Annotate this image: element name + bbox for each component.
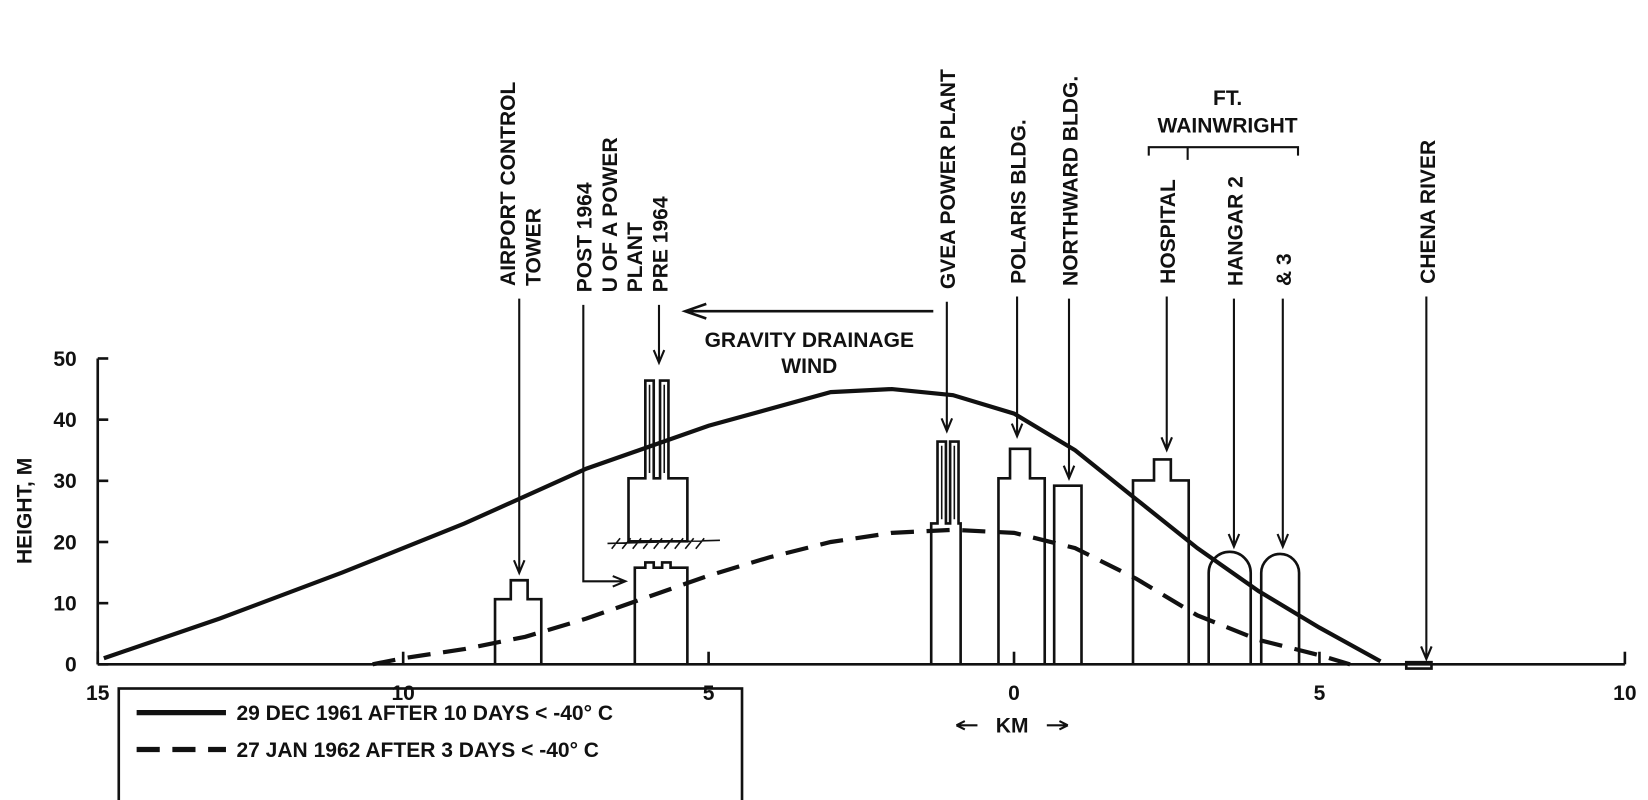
wind-arrow	[681, 302, 934, 320]
annotation-arrow	[1160, 296, 1173, 453]
annotation-arrow	[1227, 298, 1241, 550]
annotation-label: TOWER	[522, 208, 545, 286]
annotation-label: POLARIS BLDG.	[1007, 119, 1030, 284]
legend	[117, 687, 744, 800]
y-tick-label: 0	[65, 654, 77, 677]
group-label: FT.	[1213, 87, 1242, 110]
annotation-arrow	[1010, 296, 1024, 439]
x-tick-label: 5	[1314, 682, 1326, 705]
annotation-label: AIRPORT CONTROL	[497, 81, 520, 285]
wind-label: WIND	[781, 355, 837, 378]
annotation-arrow	[1420, 296, 1433, 662]
y-tick-label: 50	[53, 348, 76, 371]
annotation-label: & 3	[1273, 253, 1296, 286]
annotation-arrow	[652, 304, 666, 366]
x-tick-label: 15	[86, 682, 110, 705]
annotation-arrow	[513, 298, 526, 576]
annotation-label: GVEA POWER PLANT	[937, 69, 960, 289]
annotation-label: PLANT	[624, 222, 647, 292]
bracket	[1147, 146, 1300, 160]
annotation-label: CHENA RIVER	[1417, 140, 1440, 284]
y-axis-label: HEIGHT, M	[14, 458, 37, 564]
post-1964-arrow	[582, 304, 629, 588]
series-line	[103, 386, 1382, 664]
annotation-label: POST 1964	[574, 182, 597, 292]
annotation-label: U OF A POWER	[599, 137, 622, 292]
x-tick-label: 10	[1613, 682, 1636, 705]
y-tick-label: 40	[53, 409, 76, 432]
annotation-label: HANGAR 2	[1224, 176, 1247, 286]
x-tick-label: 0	[1008, 682, 1020, 705]
annotation-arrow	[1062, 298, 1076, 482]
annotation-label: HOSPITAL	[1157, 179, 1180, 284]
y-tick-label: 20	[53, 531, 76, 554]
y-tick-label: 30	[53, 470, 76, 493]
x-axis-label: KM	[996, 715, 1029, 738]
annotation-label: NORTHWARD BLDG.	[1059, 76, 1082, 286]
annotation-label: PRE 1964	[649, 196, 672, 292]
wind-label: GRAVITY DRAINAGE	[705, 329, 914, 352]
x-tick-label: 5	[703, 682, 715, 705]
x-tick-label: 10	[391, 682, 414, 705]
buildings	[493, 379, 1433, 670]
legend-label: 29 DEC 1961 AFTER 10 DAYS < -40° C	[236, 702, 613, 725]
group-label: WAINWRIGHT	[1158, 115, 1298, 138]
km-arrows	[955, 720, 1069, 731]
series-line	[372, 527, 1351, 667]
y-tick-label: 10	[53, 593, 76, 616]
annotation-arrow	[940, 301, 954, 434]
legend-label: 27 JAN 1962 AFTER 3 DAYS < -40° C	[236, 739, 599, 762]
annotation-arrow	[1276, 298, 1290, 550]
